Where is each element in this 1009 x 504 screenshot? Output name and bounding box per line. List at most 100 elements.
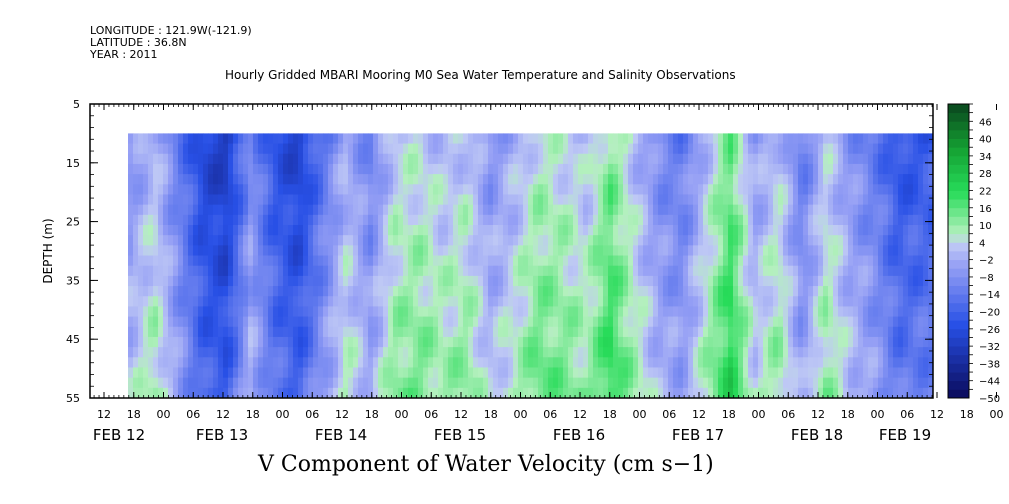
heatmap-cell xyxy=(608,347,614,358)
heatmap-cell xyxy=(148,377,154,389)
heatmap-cell xyxy=(648,235,654,246)
heatmap-cell xyxy=(303,316,309,328)
heatmap-cell xyxy=(313,194,319,206)
heatmap-cell xyxy=(823,306,829,318)
heatmap-cell xyxy=(913,245,919,257)
heatmap-cell xyxy=(718,153,724,165)
heatmap-cell xyxy=(688,194,694,206)
heatmap-cell xyxy=(728,377,734,389)
heatmap-cell xyxy=(493,255,499,267)
colorbar-swatch xyxy=(948,173,969,183)
heatmap-cell xyxy=(878,336,884,348)
heatmap-cell xyxy=(363,204,369,216)
heatmap-cell xyxy=(723,214,729,226)
heatmap-cell xyxy=(823,265,829,277)
heatmap-cell xyxy=(443,163,449,175)
heatmap-cell xyxy=(283,184,289,196)
heatmap-cell xyxy=(488,347,494,358)
heatmap-cell xyxy=(693,275,699,287)
heatmap-cell xyxy=(828,275,834,287)
heatmap-cell xyxy=(438,316,444,328)
heatmap-cell xyxy=(133,357,139,369)
heatmap-cell xyxy=(588,286,594,297)
heatmap-cell xyxy=(878,214,884,226)
heatmap-cell xyxy=(573,204,579,216)
heatmap-cell xyxy=(673,143,679,155)
heatmap-cell xyxy=(358,245,364,257)
heatmap-cell xyxy=(293,296,299,308)
heatmap-cell xyxy=(663,204,669,216)
heatmap-cell xyxy=(603,275,609,287)
heatmap-cell xyxy=(218,286,224,297)
heatmap-cell xyxy=(783,387,789,398)
heatmap-cell xyxy=(498,336,504,348)
heatmap-cell xyxy=(208,163,214,175)
heatmap-cell xyxy=(133,336,139,348)
heatmap-cell xyxy=(453,184,459,196)
heatmap-cell xyxy=(613,286,619,297)
heatmap-cell xyxy=(318,265,324,277)
heatmap-cell xyxy=(728,235,734,246)
heatmap-cell xyxy=(733,184,739,196)
heatmap-cell xyxy=(583,163,589,175)
heatmap-cell xyxy=(278,316,284,328)
heatmap-cell xyxy=(303,194,309,206)
heatmap-cell xyxy=(638,204,644,216)
heatmap-cell xyxy=(868,133,874,145)
heatmap-cell xyxy=(238,326,244,338)
heatmap-cell xyxy=(238,275,244,287)
heatmap-cell xyxy=(893,245,899,257)
heatmap-cell xyxy=(773,326,779,338)
heatmap-cell xyxy=(168,306,174,318)
heatmap-cell xyxy=(908,347,914,358)
heatmap-cell xyxy=(143,316,149,328)
heatmap-cell xyxy=(713,245,719,257)
heatmap-cell xyxy=(428,235,434,246)
heatmap-cell xyxy=(483,336,489,348)
heatmap-cell xyxy=(883,245,889,257)
heatmap-cell xyxy=(263,163,269,175)
heatmap-cell xyxy=(423,224,429,236)
heatmap-cell xyxy=(258,387,264,398)
heatmap-cell xyxy=(853,194,859,206)
heatmap-cell xyxy=(253,286,259,297)
heatmap-cell xyxy=(558,214,564,226)
heatmap-cell xyxy=(748,163,754,175)
heatmap-cell xyxy=(403,326,409,338)
heatmap-cell xyxy=(873,326,879,338)
heatmap-cell xyxy=(648,194,654,206)
heatmap-cell xyxy=(458,255,464,267)
heatmap-cell xyxy=(403,235,409,246)
heatmap-cell xyxy=(658,347,664,358)
heatmap-cell xyxy=(638,387,644,398)
heatmap-cell xyxy=(208,296,214,308)
heatmap-cell xyxy=(588,184,594,196)
heatmap-cell xyxy=(213,275,219,287)
heatmap-cell xyxy=(188,286,194,297)
heatmap-cell xyxy=(408,336,414,348)
heatmap-cell xyxy=(553,184,559,196)
heatmap-cell xyxy=(878,387,884,398)
heatmap-cell xyxy=(218,153,224,165)
heatmap-cell xyxy=(388,357,394,369)
heatmap-cell xyxy=(258,306,264,318)
heatmap-cell xyxy=(828,306,834,318)
heatmap-cell xyxy=(893,367,899,379)
heatmap-cell xyxy=(763,204,769,216)
heatmap-cell xyxy=(728,184,734,196)
heatmap-cell xyxy=(638,275,644,287)
heatmap-cell xyxy=(288,133,294,145)
heatmap-cell xyxy=(278,347,284,358)
heatmap-cell xyxy=(678,347,684,358)
heatmap-cell xyxy=(138,133,144,145)
heatmap-cell xyxy=(743,163,749,175)
heatmap-cell xyxy=(238,235,244,246)
heatmap-cell xyxy=(408,367,414,379)
heatmap-cell xyxy=(913,133,919,145)
heatmap-cell xyxy=(373,326,379,338)
heatmap-cell xyxy=(453,214,459,226)
heatmap-cell xyxy=(883,255,889,267)
heatmap-cell xyxy=(858,255,864,267)
heatmap-cell xyxy=(343,296,349,308)
heatmap-cell xyxy=(793,265,799,277)
